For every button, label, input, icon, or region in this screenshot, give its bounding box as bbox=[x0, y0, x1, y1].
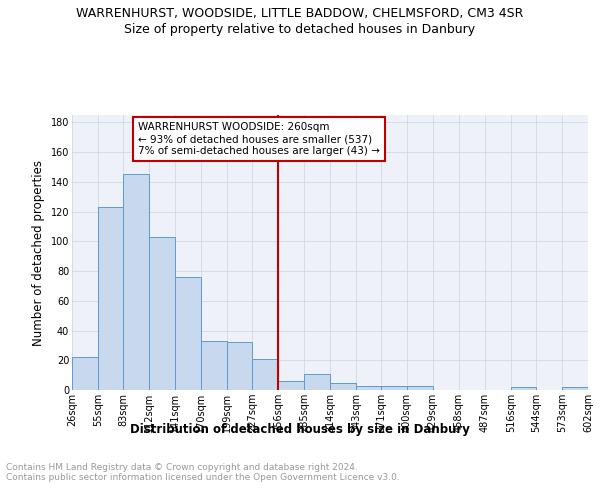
Y-axis label: Number of detached properties: Number of detached properties bbox=[32, 160, 45, 346]
Bar bbox=[123, 174, 149, 390]
Text: WARRENHURST WOODSIDE: 260sqm
← 93% of detached houses are smaller (537)
7% of se: WARRENHURST WOODSIDE: 260sqm ← 93% of de… bbox=[138, 122, 380, 156]
Bar bbox=[304, 374, 330, 390]
Bar bbox=[278, 381, 304, 390]
Text: Contains HM Land Registry data © Crown copyright and database right 2024.
Contai: Contains HM Land Registry data © Crown c… bbox=[6, 462, 400, 482]
Bar bbox=[72, 358, 98, 390]
Bar bbox=[98, 207, 123, 390]
Bar bbox=[149, 237, 175, 390]
Bar bbox=[201, 341, 227, 390]
Bar bbox=[356, 386, 381, 390]
Bar bbox=[227, 342, 252, 390]
Bar bbox=[252, 359, 278, 390]
Bar bbox=[407, 386, 433, 390]
Text: Distribution of detached houses by size in Danbury: Distribution of detached houses by size … bbox=[130, 422, 470, 436]
Bar bbox=[511, 387, 536, 390]
Bar bbox=[330, 382, 356, 390]
Bar bbox=[381, 386, 407, 390]
Text: WARRENHURST, WOODSIDE, LITTLE BADDOW, CHELMSFORD, CM3 4SR: WARRENHURST, WOODSIDE, LITTLE BADDOW, CH… bbox=[76, 8, 524, 20]
Bar bbox=[175, 277, 201, 390]
Text: Size of property relative to detached houses in Danbury: Size of property relative to detached ho… bbox=[124, 22, 476, 36]
Bar bbox=[562, 387, 588, 390]
